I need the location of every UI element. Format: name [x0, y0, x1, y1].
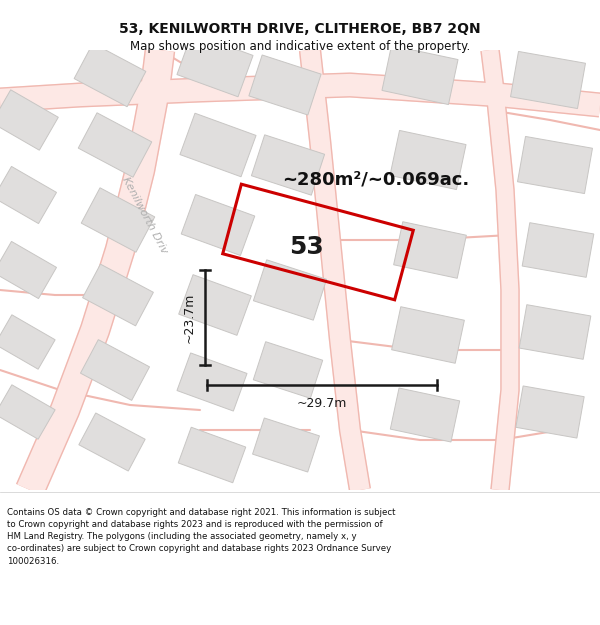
Polygon shape	[181, 194, 255, 256]
Polygon shape	[518, 136, 592, 194]
Polygon shape	[251, 135, 325, 195]
Text: Contains OS data © Crown copyright and database right 2021. This information is : Contains OS data © Crown copyright and d…	[7, 508, 396, 566]
Polygon shape	[0, 90, 58, 150]
Polygon shape	[178, 428, 246, 483]
Polygon shape	[179, 274, 251, 336]
Text: ~29.7m: ~29.7m	[297, 397, 347, 410]
Polygon shape	[391, 388, 460, 442]
Polygon shape	[0, 241, 56, 299]
Polygon shape	[83, 264, 154, 326]
Polygon shape	[519, 305, 591, 359]
Polygon shape	[390, 131, 466, 189]
Polygon shape	[253, 418, 319, 472]
Polygon shape	[74, 43, 146, 107]
Text: 53: 53	[289, 235, 323, 259]
Polygon shape	[394, 222, 466, 278]
Polygon shape	[81, 188, 155, 253]
Polygon shape	[78, 112, 152, 178]
Text: Kenilworth Driv: Kenilworth Driv	[121, 175, 169, 255]
Polygon shape	[180, 113, 256, 177]
Polygon shape	[253, 342, 323, 398]
Text: Map shows position and indicative extent of the property.: Map shows position and indicative extent…	[130, 40, 470, 53]
Polygon shape	[249, 55, 321, 115]
Polygon shape	[516, 386, 584, 438]
Polygon shape	[79, 413, 145, 471]
Polygon shape	[382, 46, 458, 104]
Polygon shape	[80, 339, 149, 401]
Polygon shape	[177, 353, 247, 411]
Polygon shape	[0, 315, 55, 369]
Polygon shape	[253, 260, 326, 320]
Polygon shape	[511, 51, 586, 109]
Text: ~280m²/~0.069ac.: ~280m²/~0.069ac.	[282, 171, 469, 189]
Polygon shape	[522, 222, 594, 278]
Text: ~23.7m: ~23.7m	[183, 292, 196, 342]
Polygon shape	[0, 166, 56, 224]
Text: 53, KENILWORTH DRIVE, CLITHEROE, BB7 2QN: 53, KENILWORTH DRIVE, CLITHEROE, BB7 2QN	[119, 22, 481, 36]
Polygon shape	[392, 307, 464, 363]
Polygon shape	[0, 385, 55, 439]
Polygon shape	[177, 33, 253, 97]
